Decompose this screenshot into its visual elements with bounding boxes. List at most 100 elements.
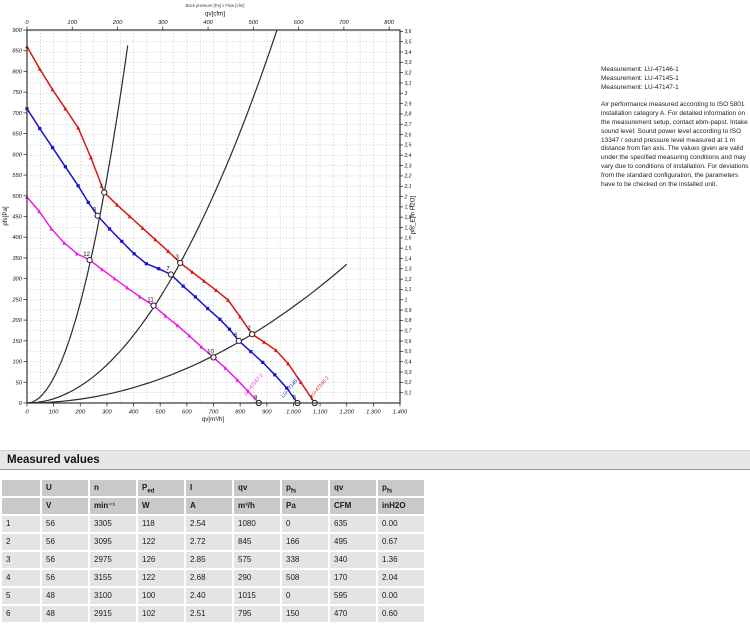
svg-text:550: 550 xyxy=(12,173,22,179)
svg-text:10: 10 xyxy=(207,349,214,355)
svg-text:4: 4 xyxy=(100,184,104,190)
svg-text:2,9: 2,9 xyxy=(404,101,412,107)
table-header-cell: I xyxy=(186,480,232,496)
svg-text:100: 100 xyxy=(49,410,59,416)
table-unit-cell: CFM xyxy=(330,498,376,514)
svg-text:2,1: 2,1 xyxy=(404,184,412,190)
table-cell: 3095 xyxy=(90,534,136,550)
table-unit-cell: min⁻¹ xyxy=(90,498,136,514)
table-cell: 2975 xyxy=(90,552,136,568)
section-title: Measured values xyxy=(7,454,100,466)
table-header-cell: qv xyxy=(330,480,376,496)
svg-text:1: 1 xyxy=(310,396,314,402)
svg-text:0,7: 0,7 xyxy=(405,329,412,335)
table-cell: 56 xyxy=(42,552,88,568)
measurement-disclaimer: Air performance measured according to IS… xyxy=(601,101,749,188)
svg-text:350: 350 xyxy=(12,256,22,262)
table-cell: 3100 xyxy=(90,588,136,604)
svg-text:450: 450 xyxy=(12,215,22,221)
svg-text:200: 200 xyxy=(11,318,22,324)
svg-text:150: 150 xyxy=(12,339,22,345)
svg-text:600: 600 xyxy=(12,152,22,158)
svg-text:1.300: 1.300 xyxy=(366,410,381,416)
svg-text:3: 3 xyxy=(176,255,180,261)
svg-text:100: 100 xyxy=(67,20,77,26)
svg-text:1,4: 1,4 xyxy=(405,256,412,262)
svg-text:0: 0 xyxy=(25,20,29,26)
svg-text:700: 700 xyxy=(12,111,22,117)
table-cell: 340 xyxy=(330,552,376,568)
table-cell: 575 xyxy=(234,552,280,568)
table-cell: 0.00 xyxy=(378,588,424,604)
fan-curves xyxy=(25,44,317,405)
table-cell: 118 xyxy=(138,516,184,532)
svg-text:200: 200 xyxy=(112,20,123,26)
table-cell: 56 xyxy=(42,570,88,586)
table-cell: 56 xyxy=(42,516,88,532)
table-cell: 595 xyxy=(330,588,376,604)
table-header-cell: U xyxy=(42,480,88,496)
svg-text:0,8: 0,8 xyxy=(405,318,412,324)
table-cell: 3155 xyxy=(90,570,136,586)
table-unit-cell: A xyxy=(186,498,232,514)
curve-label: LU-47146-1 xyxy=(309,375,331,399)
svg-text:850: 850 xyxy=(12,49,22,55)
svg-text:2: 2 xyxy=(247,326,251,332)
axis-ticks: 0 100 200 300 400 500 600 700 800 900 1.000 1.100 1.… xyxy=(11,20,411,416)
table-cell: 48 xyxy=(42,606,88,622)
svg-text:250: 250 xyxy=(11,297,22,303)
svg-text:1.100: 1.100 xyxy=(313,410,328,416)
table-header-cell: pfs xyxy=(378,480,424,496)
svg-text:1,6: 1,6 xyxy=(405,236,412,242)
svg-text:0,6: 0,6 xyxy=(405,339,412,345)
table-header-cell: Ped xyxy=(138,480,184,496)
table-row-number: 5 xyxy=(2,588,40,604)
table-cell: 0 xyxy=(282,588,328,604)
svg-text:3,1: 3,1 xyxy=(405,81,412,87)
svg-text:1,8: 1,8 xyxy=(405,215,412,221)
right-axis-label: pfs_E[in H2O] xyxy=(410,195,417,234)
svg-text:50: 50 xyxy=(16,380,23,386)
table-cell: 56 xyxy=(42,534,88,550)
table-cell: 170 xyxy=(330,570,376,586)
table-cell: 48 xyxy=(42,588,88,604)
table-cell: 470 xyxy=(330,606,376,622)
table-header-cell: pfs xyxy=(282,480,328,496)
chart-title-small: Back pressure [Pa] x Flow [cfm] xyxy=(186,3,245,8)
svg-text:3,3: 3,3 xyxy=(405,60,412,66)
table-cell: 0.60 xyxy=(378,606,424,622)
table-cell: 2.72 xyxy=(186,534,232,550)
table-cell: 0.00 xyxy=(378,516,424,532)
table-cell: 166 xyxy=(282,534,328,550)
svg-text:1.400: 1.400 xyxy=(393,410,408,416)
table-unit-cell: inH2O xyxy=(378,498,424,514)
svg-text:300: 300 xyxy=(12,277,22,283)
svg-text:400: 400 xyxy=(203,20,213,26)
svg-text:1,7: 1,7 xyxy=(405,225,412,231)
svg-text:200: 200 xyxy=(74,410,85,416)
svg-text:800: 800 xyxy=(12,69,22,75)
table-row-number: 1 xyxy=(2,516,40,532)
left-axis-label: pfs[Pa] xyxy=(2,206,9,226)
table-cell: 122 xyxy=(138,570,184,586)
svg-text:1,9: 1,9 xyxy=(405,205,412,211)
table-cell: 0.67 xyxy=(378,534,424,550)
svg-text:0,2: 0,2 xyxy=(405,380,412,386)
svg-text:2,2: 2,2 xyxy=(404,174,412,180)
svg-text:500: 500 xyxy=(12,194,22,200)
table-cell: 150 xyxy=(282,606,328,622)
svg-text:600: 600 xyxy=(294,20,304,26)
svg-text:3,5: 3,5 xyxy=(405,39,412,45)
table-cell: 795 xyxy=(234,606,280,622)
svg-text:500: 500 xyxy=(248,20,258,26)
svg-text:2: 2 xyxy=(404,194,408,200)
table-header-cell: n xyxy=(90,480,136,496)
fan-curve xyxy=(26,46,316,404)
svg-text:400: 400 xyxy=(12,235,22,241)
grid xyxy=(27,30,400,403)
svg-text:0,1: 0,1 xyxy=(405,390,412,396)
fan-performance-chart: 1 2 3 4 5 6 7 8 9 10 11 12 LU-47146-1 LU-47145-1 LU-47… xyxy=(0,0,460,445)
svg-text:6: 6 xyxy=(234,333,238,339)
svg-text:3: 3 xyxy=(405,91,408,97)
